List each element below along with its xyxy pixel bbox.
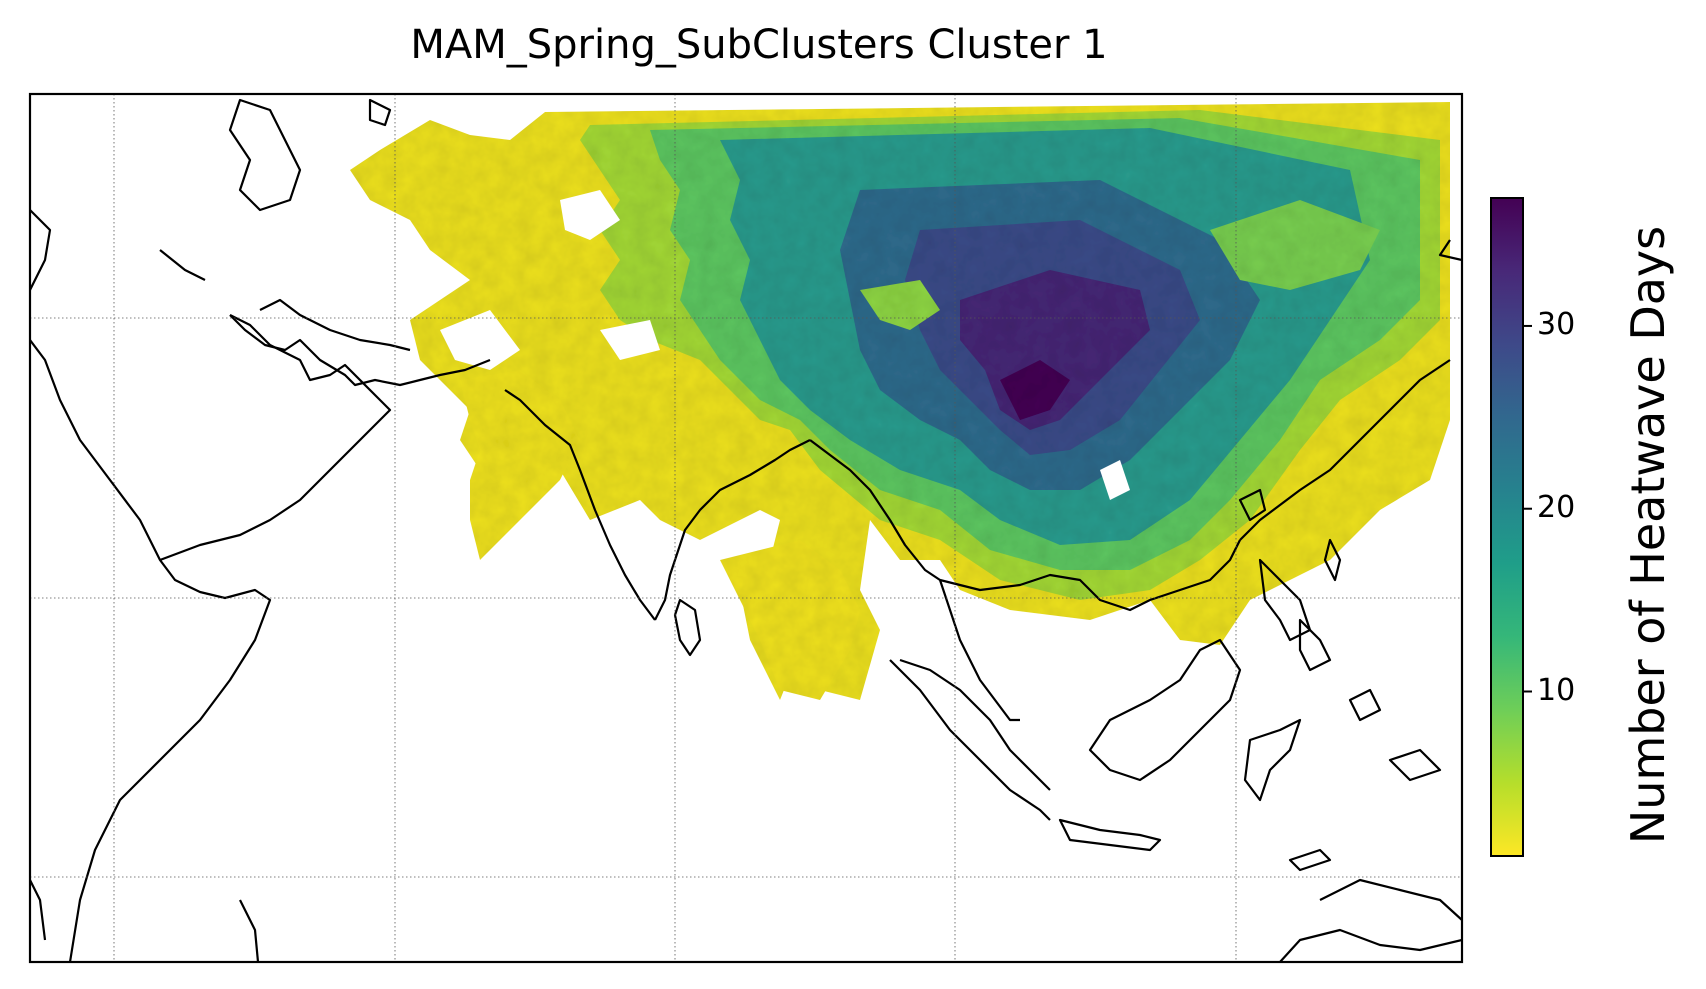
field-green-streak xyxy=(860,280,940,330)
coast-luzon xyxy=(1298,618,1332,672)
field-yellow-west xyxy=(460,370,580,560)
coast-mindanao xyxy=(1348,688,1382,722)
coast-java xyxy=(1058,818,1162,852)
coast-moluccas xyxy=(1388,748,1442,782)
coast-india-west xyxy=(504,389,656,621)
heatwave-field xyxy=(350,102,1450,700)
coast-persian-bay xyxy=(159,249,206,281)
field-green-streak-2 xyxy=(1210,200,1380,290)
coast-persia xyxy=(259,298,411,352)
coast-hainan xyxy=(1238,488,1267,522)
coast-sumatra-east xyxy=(899,658,1051,791)
coast-sulawesi xyxy=(1243,718,1302,802)
gridlines xyxy=(30,94,1462,962)
colorbar xyxy=(1490,197,1524,857)
coast-sumatra xyxy=(889,659,1051,821)
coast-china-east xyxy=(1239,359,1451,541)
coast-bay xyxy=(809,439,941,581)
chart-title: MAM_Spring_SubClusters Cluster 1 xyxy=(410,22,1108,68)
field-darkpurple xyxy=(1000,360,1070,420)
coast-aral xyxy=(368,98,392,127)
colorbar-label: Number of Heatwave Days xyxy=(1621,225,1675,845)
coastlines xyxy=(30,98,1462,962)
coast-madagascar xyxy=(239,899,260,962)
map-plot-area xyxy=(30,94,1462,962)
coast-newguinea xyxy=(1319,878,1462,921)
coast-redsea-top xyxy=(30,209,52,291)
map-frame xyxy=(28,92,1464,964)
colorbar-tick-label: 30 xyxy=(1537,306,1576,342)
field-gaps xyxy=(440,190,1130,500)
coast-malay xyxy=(938,579,1020,722)
coast-arabia-east xyxy=(159,314,392,562)
coast-timor xyxy=(1288,848,1332,872)
coast-borneo xyxy=(1088,638,1242,782)
field-yellow-lobe-south xyxy=(720,540,860,700)
colorbar-tick-label: 10 xyxy=(1537,672,1576,708)
coast-korea xyxy=(1438,239,1462,262)
colorbar-ticks xyxy=(1523,324,1532,693)
coast-africa-horn-tip xyxy=(30,879,47,941)
colorbar-tick-label: 20 xyxy=(1537,489,1576,525)
coast-indochina xyxy=(939,539,1241,612)
coast-gulf xyxy=(229,314,491,387)
coast-australia xyxy=(1279,928,1462,962)
coast-caspian xyxy=(228,98,302,212)
coast-arabia-africa xyxy=(30,339,272,962)
coast-taiwan xyxy=(1323,538,1342,582)
coast-india-east xyxy=(654,439,811,621)
